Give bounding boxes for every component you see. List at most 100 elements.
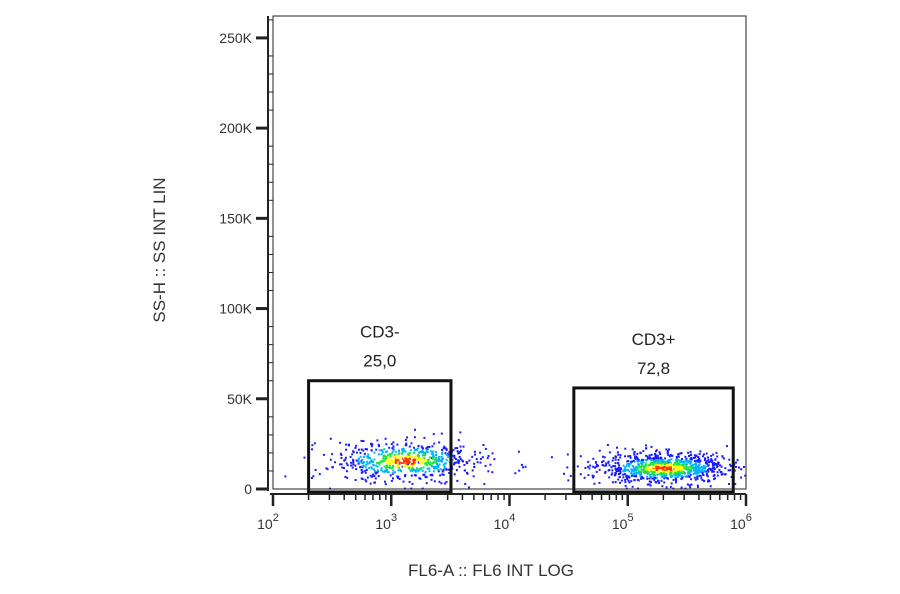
event-dot xyxy=(703,469,706,472)
event-dot xyxy=(438,463,441,466)
event-dot xyxy=(681,460,683,463)
event-dot xyxy=(696,477,699,480)
event-dot xyxy=(682,460,685,463)
event-dot xyxy=(633,470,636,473)
event-dot xyxy=(702,474,705,477)
gate-name-label: CD3+ xyxy=(632,330,676,349)
event-dot xyxy=(633,475,636,478)
event-dot xyxy=(429,474,432,477)
event-dot xyxy=(642,477,645,480)
event-dot xyxy=(619,472,622,475)
event-dot xyxy=(668,469,670,472)
event-dot xyxy=(376,439,379,442)
event-dot xyxy=(366,448,368,451)
event-dot xyxy=(346,476,349,479)
event-dot xyxy=(401,452,404,455)
event-dot xyxy=(479,457,482,460)
event-dot xyxy=(653,460,655,463)
event-dot xyxy=(419,461,421,464)
event-dot xyxy=(646,457,649,460)
event-dot xyxy=(670,471,673,474)
event-dot xyxy=(414,470,417,473)
event-dot xyxy=(633,453,636,456)
event-dot xyxy=(411,464,413,467)
event-dot xyxy=(674,474,677,477)
event-dot xyxy=(394,461,397,464)
event-dot xyxy=(630,472,632,475)
event-dot xyxy=(588,467,591,470)
event-dot xyxy=(614,462,617,465)
event-dot xyxy=(667,454,670,457)
event-dot xyxy=(640,462,643,465)
event-dot xyxy=(434,467,437,470)
event-dot xyxy=(680,474,683,477)
event-dot xyxy=(362,456,365,458)
event-dot xyxy=(392,472,395,475)
event-dot xyxy=(658,460,661,463)
event-dot xyxy=(443,445,446,448)
event-dot xyxy=(367,453,370,456)
event-dot xyxy=(632,459,635,462)
event-dot xyxy=(683,472,686,475)
event-dot xyxy=(393,448,395,451)
event-dot xyxy=(310,477,313,479)
event-dot xyxy=(426,451,429,454)
event-dot xyxy=(648,480,651,483)
event-dot xyxy=(440,455,443,458)
event-dot xyxy=(695,454,698,457)
event-dot xyxy=(633,451,636,453)
event-dot xyxy=(423,436,426,439)
event-dot xyxy=(698,458,700,461)
event-dot xyxy=(690,461,693,464)
event-dot xyxy=(374,470,376,473)
event-dot xyxy=(654,480,657,483)
event-dot xyxy=(567,479,570,482)
event-dot xyxy=(624,466,627,469)
event-dot xyxy=(414,463,416,466)
event-dot xyxy=(664,457,667,460)
event-dot xyxy=(666,464,669,467)
event-dot xyxy=(364,466,367,469)
event-dot xyxy=(649,462,652,465)
event-dot xyxy=(655,456,658,459)
event-dot xyxy=(419,468,421,471)
event-dot xyxy=(673,463,676,466)
event-dot xyxy=(460,449,462,452)
event-dot xyxy=(435,454,437,456)
event-dot xyxy=(421,446,424,449)
event-dot xyxy=(388,461,391,464)
event-dot xyxy=(627,475,630,478)
event-dot xyxy=(371,467,374,470)
event-dot xyxy=(418,477,421,480)
event-dot xyxy=(433,480,436,483)
event-dot xyxy=(366,455,369,458)
event-dot xyxy=(420,467,423,469)
event-dot xyxy=(339,463,342,466)
event-dot xyxy=(408,481,411,483)
event-dot xyxy=(428,445,431,448)
event-dot xyxy=(303,456,306,459)
event-dot xyxy=(402,447,405,450)
event-dot xyxy=(677,463,680,466)
event-dot xyxy=(350,461,353,464)
event-dot xyxy=(678,465,680,468)
event-dot xyxy=(413,469,416,472)
event-dot xyxy=(422,459,425,462)
event-dot xyxy=(635,472,638,475)
event-dot xyxy=(696,469,699,472)
event-dot xyxy=(428,470,431,473)
event-dot xyxy=(631,448,634,451)
event-dot xyxy=(458,456,461,458)
event-dot xyxy=(370,442,372,445)
event-dot xyxy=(518,469,521,472)
event-dot xyxy=(383,470,386,473)
event-dot xyxy=(326,468,329,471)
event-dot xyxy=(634,468,637,471)
event-dot xyxy=(697,486,699,488)
event-dot xyxy=(664,471,667,474)
event-dot xyxy=(348,444,351,447)
event-dot xyxy=(370,445,373,448)
event-dot xyxy=(357,462,360,465)
event-dot xyxy=(437,465,440,468)
